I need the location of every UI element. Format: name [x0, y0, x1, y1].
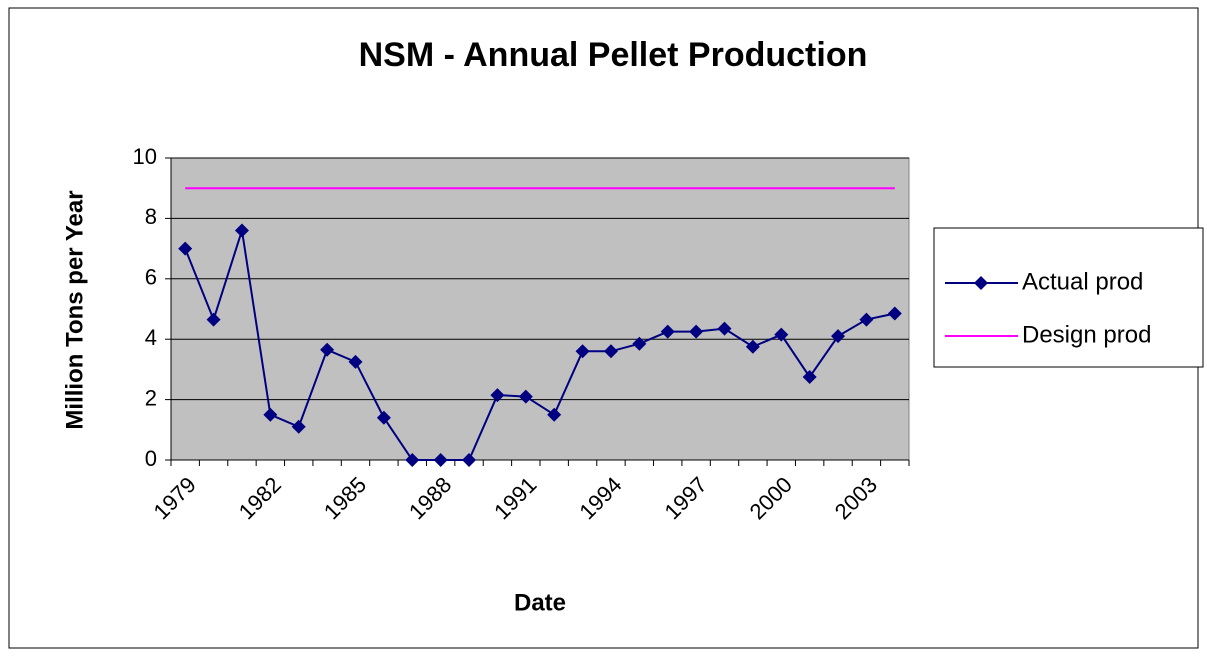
- legend-label: Design prod: [1022, 321, 1151, 348]
- x-axis-title: Date: [514, 589, 566, 616]
- y-tick-label: 4: [145, 325, 157, 350]
- plot-area: [170, 157, 910, 461]
- data-marker: [178, 241, 193, 256]
- data-marker: [462, 453, 477, 467]
- data-marker: [206, 312, 221, 327]
- legend-label: Actual prod: [1022, 268, 1143, 295]
- data-marker: [263, 407, 278, 422]
- data-marker: [291, 419, 306, 434]
- data-marker: [348, 354, 363, 369]
- data-marker: [774, 327, 789, 342]
- data-marker: [717, 321, 732, 336]
- data-marker: [575, 344, 590, 359]
- data-marker: [547, 407, 562, 422]
- data-marker: [405, 453, 420, 467]
- y-tick-label: 8: [145, 204, 157, 229]
- data-marker: [831, 329, 846, 344]
- data-marker: [234, 223, 249, 238]
- legend-marker: [974, 276, 988, 290]
- y-tick-label: 0: [145, 446, 157, 471]
- y-tick-label: 6: [145, 265, 157, 290]
- data-marker: [802, 369, 817, 384]
- data-marker: [745, 339, 760, 354]
- data-marker: [518, 389, 533, 404]
- data-marker: [490, 388, 505, 403]
- data-marker: [859, 312, 874, 327]
- y-tick-label: 10: [133, 144, 157, 169]
- legend-box: [933, 227, 1204, 368]
- y-axis-title: Million Tons per Year: [61, 190, 88, 429]
- data-marker: [887, 306, 902, 321]
- y-tick-label: 2: [145, 385, 157, 410]
- data-marker: [376, 410, 391, 425]
- chart-title: NSM - Annual Pellet Production: [359, 36, 868, 74]
- data-marker: [320, 342, 335, 357]
- data-marker: [603, 344, 618, 359]
- data-marker: [689, 324, 704, 339]
- data-marker: [433, 453, 448, 467]
- data-marker: [660, 324, 675, 339]
- data-marker: [632, 336, 647, 351]
